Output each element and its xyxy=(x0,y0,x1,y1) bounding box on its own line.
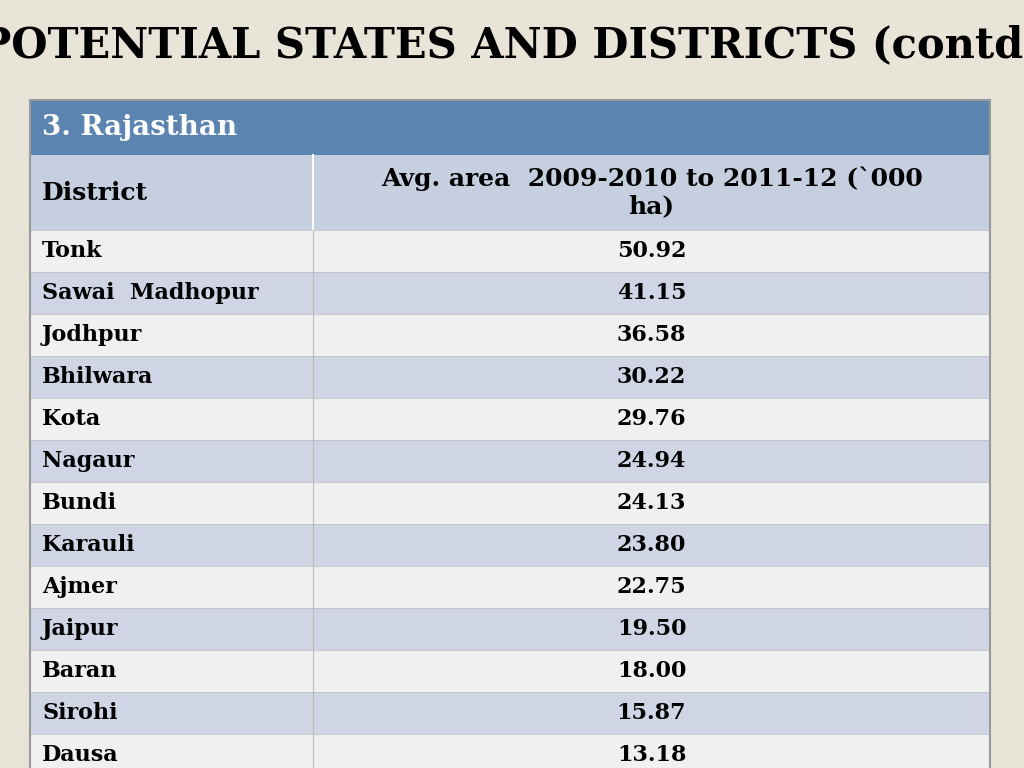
Text: Bundi: Bundi xyxy=(42,492,117,514)
Text: 13.18: 13.18 xyxy=(616,744,686,766)
Bar xyxy=(30,482,990,524)
Bar xyxy=(30,566,990,608)
Text: 36.58: 36.58 xyxy=(616,324,686,346)
Bar xyxy=(30,734,990,768)
Bar xyxy=(30,314,990,356)
Bar xyxy=(30,155,990,230)
Text: Bhilwara: Bhilwara xyxy=(42,366,154,388)
Text: Avg. area  2009-2010 to 2011-12 (`000
ha): Avg. area 2009-2010 to 2011-12 (`000 ha) xyxy=(381,167,923,219)
Text: 50.92: 50.92 xyxy=(616,240,686,262)
Text: 24.13: 24.13 xyxy=(616,492,686,514)
Text: Jodhpur: Jodhpur xyxy=(42,324,142,346)
Text: 18.00: 18.00 xyxy=(616,660,686,682)
Text: Kota: Kota xyxy=(42,408,100,430)
Text: District: District xyxy=(42,180,148,204)
Bar xyxy=(30,230,990,272)
Bar xyxy=(30,608,990,650)
Text: Tonk: Tonk xyxy=(42,240,102,262)
Text: 19.50: 19.50 xyxy=(616,618,686,640)
Bar xyxy=(30,650,990,692)
Text: Nagaur: Nagaur xyxy=(42,450,134,472)
Text: POTENTIAL STATES AND DISTRICTS (contd): POTENTIAL STATES AND DISTRICTS (contd) xyxy=(0,24,1024,66)
Text: Baran: Baran xyxy=(42,660,118,682)
Text: Sawai  Madhopur: Sawai Madhopur xyxy=(42,282,259,304)
Text: 23.80: 23.80 xyxy=(616,534,686,556)
Text: 22.75: 22.75 xyxy=(616,576,686,598)
Bar xyxy=(30,692,990,734)
Text: Karauli: Karauli xyxy=(42,534,134,556)
Bar xyxy=(30,398,990,440)
Text: Sirohi: Sirohi xyxy=(42,702,118,724)
Text: Jaipur: Jaipur xyxy=(42,618,119,640)
Bar xyxy=(30,100,990,155)
Text: 29.76: 29.76 xyxy=(616,408,686,430)
Text: 30.22: 30.22 xyxy=(616,366,686,388)
Text: Ajmer: Ajmer xyxy=(42,576,117,598)
Text: 41.15: 41.15 xyxy=(616,282,686,304)
Text: 24.94: 24.94 xyxy=(616,450,686,472)
Text: Dausa: Dausa xyxy=(42,744,119,766)
Text: 15.87: 15.87 xyxy=(616,702,686,724)
Bar xyxy=(30,356,990,398)
Text: 3. Rajasthan: 3. Rajasthan xyxy=(42,114,238,141)
Bar xyxy=(30,524,990,566)
Bar xyxy=(30,440,990,482)
Bar xyxy=(30,272,990,314)
Bar xyxy=(30,100,990,768)
